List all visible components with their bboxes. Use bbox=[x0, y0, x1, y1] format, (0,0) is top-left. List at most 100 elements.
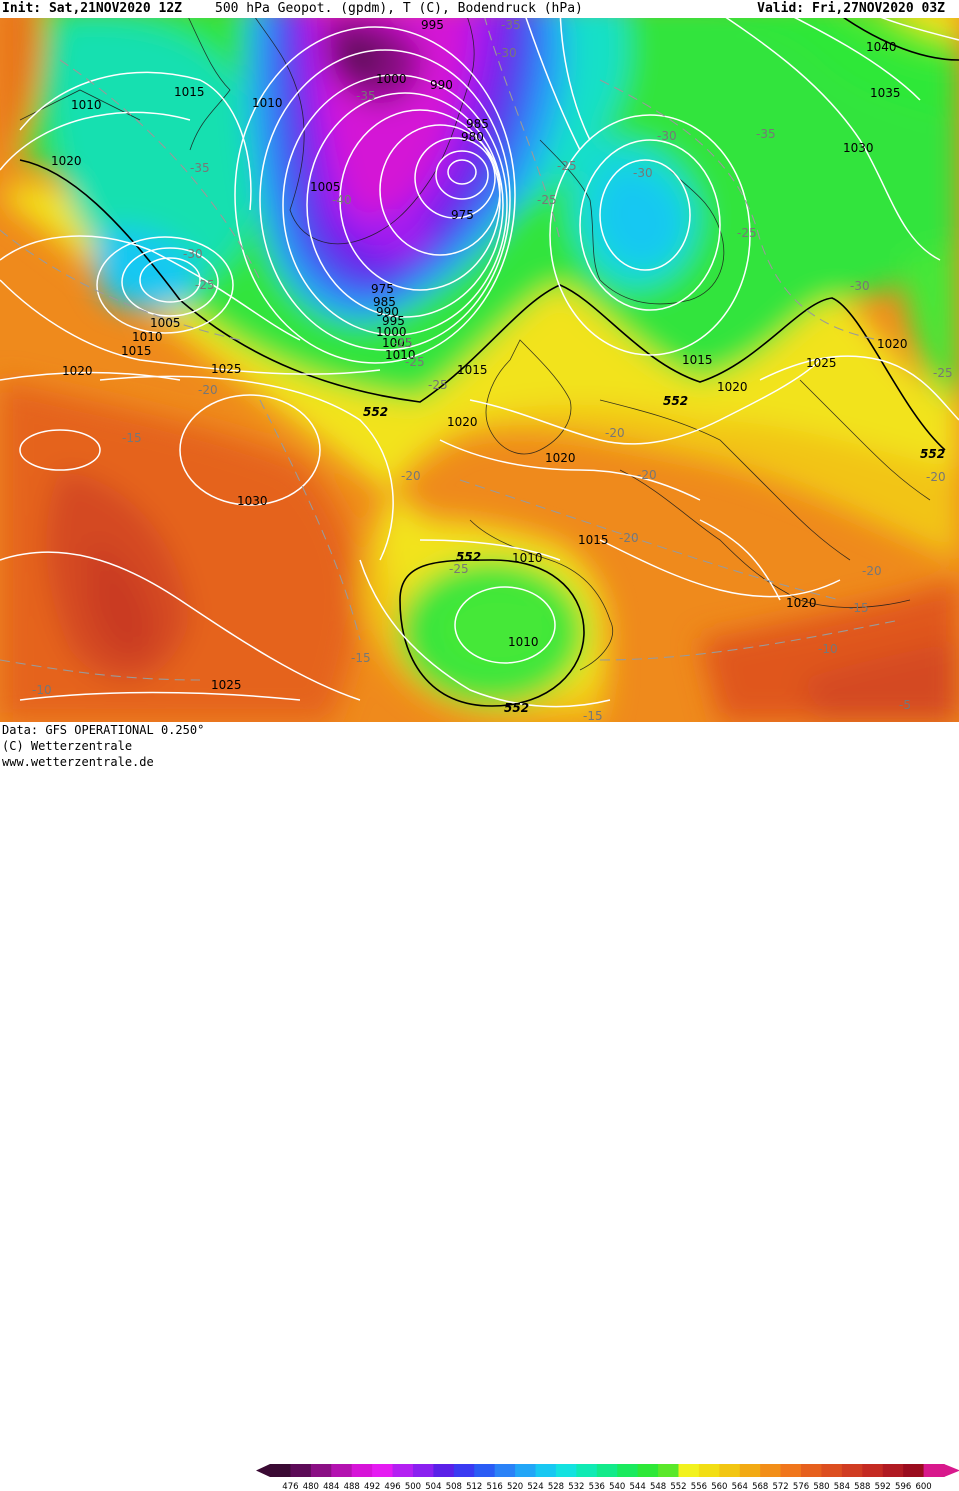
height-contour-label: 552 bbox=[920, 447, 945, 461]
isobar-label: 990 bbox=[430, 78, 453, 92]
isobar-label: 985 bbox=[466, 117, 489, 131]
isobar-label: 1010 bbox=[132, 330, 163, 344]
data-source: Data: GFS OPERATIONAL 0.250° bbox=[2, 723, 205, 737]
height-552-labels: 552 552 552 552 552 bbox=[363, 394, 945, 715]
isotherm-label: -25 bbox=[557, 159, 577, 173]
colorbar-tick-label: 508 bbox=[446, 1482, 462, 1491]
isobar-label: 1015 bbox=[457, 363, 488, 377]
colorbar-swatch bbox=[331, 1464, 353, 1477]
colorbar-tick-label: 560 bbox=[711, 1482, 727, 1491]
colorbar-tick-label: 476 bbox=[282, 1482, 298, 1491]
isobar-label: 980 bbox=[461, 130, 484, 144]
colorbar-swatch bbox=[535, 1464, 557, 1477]
colorbar-tick-label: 532 bbox=[568, 1482, 584, 1491]
weather-map: 995 1000 990 985 980 975 1010 1015 1010 … bbox=[0, 0, 959, 722]
colorbar-tick-label: 572 bbox=[772, 1482, 788, 1491]
colorbar-swatch bbox=[576, 1464, 598, 1477]
colorbar-tick-label: 512 bbox=[466, 1482, 482, 1491]
color-scale: 476 480 484 488 492 496 500 504 508 512 516 520 524 5… bbox=[256, 1464, 959, 1491]
isobar-label: 995 bbox=[421, 18, 444, 32]
isobar-label: 975 bbox=[371, 282, 394, 296]
isobar-label: 1005 bbox=[382, 336, 413, 350]
colorbar-swatch bbox=[760, 1464, 782, 1477]
isobar-label: 1015 bbox=[682, 353, 713, 367]
colorbar-swatch bbox=[678, 1464, 700, 1477]
isobar-label: 1025 bbox=[211, 678, 242, 692]
isotherm-label: -35 bbox=[756, 127, 776, 141]
isobar-label: 1020 bbox=[786, 596, 817, 610]
height-contour-label: 552 bbox=[504, 701, 529, 715]
isotherm-label: -20 bbox=[198, 383, 218, 397]
colorbar-arrow-left bbox=[256, 1464, 270, 1477]
isotherm-label: -25 bbox=[393, 336, 413, 350]
isobar-label: 1020 bbox=[447, 415, 478, 429]
height-contour-label: 552 bbox=[663, 394, 688, 408]
colorbar-tick-label: 592 bbox=[875, 1482, 891, 1491]
isotherm-label: -10 bbox=[32, 683, 52, 697]
isotherm-label: -10 bbox=[818, 642, 838, 656]
colorbar-tick-label: 480 bbox=[303, 1482, 319, 1491]
isotherm-label: -25 bbox=[933, 366, 953, 380]
colorbar-tick-label: 504 bbox=[425, 1482, 441, 1491]
colorbar-tick-label: 540 bbox=[609, 1482, 625, 1491]
height-contour-label: 552 bbox=[363, 405, 388, 419]
isotherm-label: -40 bbox=[332, 193, 352, 207]
colorbar-swatch bbox=[310, 1464, 332, 1477]
isotherm-label: -25 bbox=[428, 378, 448, 392]
isobar-label: 1010 bbox=[71, 98, 102, 112]
colorbar-swatch bbox=[801, 1464, 823, 1477]
isobar-label: 1020 bbox=[51, 154, 82, 168]
colorbar-swatch bbox=[372, 1464, 394, 1477]
isotherm-label: -20 bbox=[401, 469, 421, 483]
isobar-label: 1020 bbox=[545, 451, 576, 465]
temperature-labels: -35 -30 -35 -35 -40 -30 -25 -25 -25 -30 … bbox=[32, 18, 953, 722]
chart-footer: Data: GFS OPERATIONAL 0.250° (C) Wetterz… bbox=[0, 722, 959, 1491]
isobar-label: 1000 bbox=[376, 72, 407, 86]
colorbar-tick-label: 596 bbox=[895, 1482, 911, 1491]
isobar-label: 1010 bbox=[385, 348, 416, 362]
colorbar-swatch bbox=[780, 1464, 802, 1477]
isotherm-label: -35 bbox=[356, 89, 376, 103]
isobar-label: 1040 bbox=[866, 40, 897, 54]
isobar-label: 1020 bbox=[717, 380, 748, 394]
isotherm-label: -25 bbox=[537, 193, 557, 207]
colorbar-swatch bbox=[739, 1464, 761, 1477]
isobar-label: 1010 bbox=[252, 96, 283, 110]
init-time: Init: Sat,21NOV2020 12Z bbox=[2, 1, 183, 16]
colorbar-tick-label: 548 bbox=[650, 1482, 666, 1491]
isotherm-label: -20 bbox=[926, 470, 946, 484]
coastlines bbox=[19, 0, 931, 671]
colorbar-swatch bbox=[494, 1464, 516, 1477]
colorbar-swatch bbox=[617, 1464, 639, 1477]
isotherm-label: -15 bbox=[122, 431, 142, 445]
colorbar-tick-label: 524 bbox=[527, 1482, 543, 1491]
colorbar-tick-label: 536 bbox=[589, 1482, 605, 1491]
colorbar-swatch bbox=[351, 1464, 373, 1477]
isotherm-label: -25 bbox=[737, 226, 757, 240]
isotherm-label: -25 bbox=[405, 355, 425, 369]
isotherm-label: -20 bbox=[862, 564, 882, 578]
chart-header: Init: Sat,21NOV2020 12Z 500 hPa Geopot. … bbox=[0, 0, 959, 18]
isobar-label: 1000 bbox=[376, 325, 407, 339]
colorbar-swatch bbox=[515, 1464, 537, 1477]
colorbar-tick-label: 580 bbox=[813, 1482, 829, 1491]
isotherm-label: -5 bbox=[899, 698, 911, 712]
colorbar-swatch bbox=[821, 1464, 843, 1477]
colorbar-tick-label: 600 bbox=[915, 1482, 931, 1491]
colorbar-tick-label: 496 bbox=[384, 1482, 400, 1491]
colorbar-swatch bbox=[903, 1464, 925, 1477]
colorbar-tick-label: 516 bbox=[487, 1482, 503, 1491]
isobar-label: 985 bbox=[373, 295, 396, 309]
isobar-label: 1015 bbox=[121, 344, 152, 358]
colorbar-swatch bbox=[841, 1464, 863, 1477]
isobar-label: 1020 bbox=[62, 364, 93, 378]
isotherm-label: -15 bbox=[351, 651, 371, 665]
colorbar-swatch bbox=[453, 1464, 475, 1477]
colorbar-tick-label: 528 bbox=[548, 1482, 564, 1491]
pressure-labels: 995 1000 990 985 980 975 1010 1015 1010 … bbox=[51, 18, 908, 692]
colorbar-swatch bbox=[596, 1464, 618, 1477]
isobar-label: 1025 bbox=[806, 356, 837, 370]
colorbar-tick-label: 500 bbox=[405, 1482, 421, 1491]
colorbar-swatch bbox=[290, 1464, 312, 1477]
chart-title: 500 hPa Geopot. (gpdm), T (C), Bodendruc… bbox=[215, 1, 583, 16]
